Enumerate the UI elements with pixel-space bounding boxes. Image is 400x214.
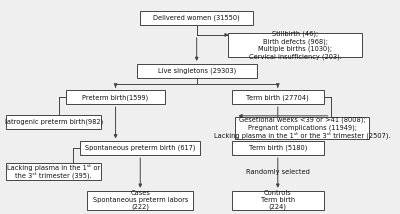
FancyBboxPatch shape	[87, 191, 193, 210]
FancyBboxPatch shape	[6, 163, 102, 180]
Text: Lacking plasma in the 1ˢᵗ or
the 3ˢᵗ trimester (395).: Lacking plasma in the 1ˢᵗ or the 3ˢᵗ tri…	[7, 164, 100, 179]
FancyBboxPatch shape	[80, 141, 200, 155]
FancyBboxPatch shape	[232, 141, 324, 155]
FancyBboxPatch shape	[6, 115, 102, 129]
Text: Gesetional weeks <39 or >41 (8008);
Pregnant complications (11949);
Lacking plas: Gesetional weeks <39 or >41 (8008); Preg…	[214, 117, 391, 139]
FancyBboxPatch shape	[232, 90, 324, 104]
FancyBboxPatch shape	[232, 191, 324, 210]
Text: Preterm birth(1599): Preterm birth(1599)	[82, 94, 149, 101]
Text: Term birth (5180): Term birth (5180)	[248, 145, 307, 152]
FancyBboxPatch shape	[137, 64, 257, 78]
FancyBboxPatch shape	[236, 117, 370, 139]
FancyBboxPatch shape	[140, 11, 253, 25]
FancyBboxPatch shape	[66, 90, 165, 104]
Text: Term birth (27704): Term birth (27704)	[246, 94, 309, 101]
FancyBboxPatch shape	[228, 33, 362, 58]
Text: Iatrogenic preterm birth(982): Iatrogenic preterm birth(982)	[5, 118, 103, 125]
Text: Stillbirth (46);
Birth defects (968);
Multiple births (1030);
Cervical insuffici: Stillbirth (46); Birth defects (968); Mu…	[249, 31, 342, 60]
Text: Randomly selected: Randomly selected	[246, 169, 310, 175]
Text: Live singletons (29303): Live singletons (29303)	[158, 67, 236, 74]
Text: Controls
Term birth
(224): Controls Term birth (224)	[261, 190, 295, 210]
Text: Delivered women (31550): Delivered women (31550)	[153, 14, 240, 21]
Text: Cases
Spontaneous preterm labors
(222): Cases Spontaneous preterm labors (222)	[92, 190, 188, 210]
Text: Spontaneous preterm birth (617): Spontaneous preterm birth (617)	[85, 145, 196, 152]
